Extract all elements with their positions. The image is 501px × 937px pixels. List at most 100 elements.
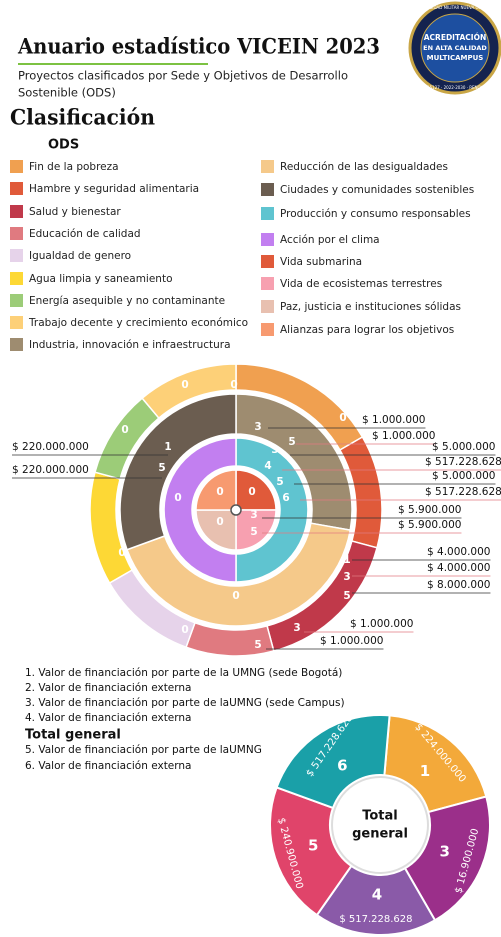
wheel-label: 5 [276,476,283,488]
legend-label: Acción por el clima [280,234,380,246]
legend-label: Paz, justicia e instituciones sólidas [280,301,461,313]
legend-label: Energía asequible y no contaminante [29,295,225,307]
segment-value: $ 517.228.628 [339,914,412,925]
legend-swatch [261,233,274,246]
wheel-label: 0 [121,424,128,436]
wheel-label: 0 [230,379,237,391]
legend-label: Salud y bienestar [29,206,121,218]
wheel-segment [235,437,309,583]
total-segment [383,714,488,814]
legend-swatch [10,294,23,307]
wheel-label: 5 [254,639,261,651]
legend-label: Alianzas para lograr los objetivos [280,324,454,336]
section-title: Clasificación [10,105,155,130]
wheel-segment [163,437,237,583]
wheel-label: 1 [343,554,350,566]
total-center [331,776,429,874]
wheel-label: 0 [339,412,346,424]
wheel-label: 5 [288,436,295,448]
badge-top: UNIVERSIDAD MILITAR NUEVA GRANADA [415,5,496,10]
legend-swatch [10,338,23,351]
note: 2. Valor de financiación externa [25,682,192,694]
wheel-center [230,504,242,516]
wheel-segment [119,393,237,551]
legend-label: Trabajo decente y crecimiento económico [28,317,248,329]
section-subtitle: ODS [48,138,79,153]
center-label: general [352,827,408,842]
legend-swatch [10,316,23,329]
callout-label: $ 1.000.000 [372,430,435,442]
segment-number: 3 [439,842,449,860]
legend-swatch [10,160,23,173]
badge: UNIVERSIDAD MILITAR NUEVA GRANADA ACREDI… [408,1,501,95]
badge-bottom: RES. 015127 · 2022-2030 · RENOVACIÓN [414,85,496,90]
wheel-label: 0 [248,486,255,498]
wheel-label: 0 [181,379,188,391]
legend-swatch [10,272,23,285]
wheel-segment [126,522,352,627]
wheel-label: 5 [343,590,350,602]
total-segment [275,714,391,810]
legend-swatch [261,277,274,290]
legend-label: Vida de ecosistemas terrestres [280,278,442,290]
wheel-segment [235,469,277,511]
callout-label: $ 517.228.628 [425,456,501,468]
notes: 1. Valor de financiación por parte de la… [25,667,345,772]
callout-label: $ 1.000.000 [362,414,425,426]
total-heading: Total general [25,728,121,743]
center-label: Total [362,809,398,824]
wheel-label: 0 [174,492,181,504]
legend-label: Agua limpia y saneamiento [29,273,173,285]
title: Anuario estadístico VICEIN 2023 [17,34,380,59]
wheel-label: 4 [264,460,271,472]
legend-label: Ciudades y comunidades sostenibles [280,184,474,196]
subtitle: Proyectos clasificados por Sede y Objeti… [18,69,348,83]
segment-number: 1 [420,762,430,780]
legend-swatch [261,323,274,336]
segment-number: 4 [372,885,382,903]
callout-label: $ 220.000.000 [12,441,89,453]
badge-line: ACREDITACIÓN [424,33,487,42]
legend-label: Hambre y seguridad alimentaria [29,183,199,195]
wheel-label: 5 [158,462,165,474]
legend-label: Producción y consumo responsables [280,208,471,220]
wheel-label: 3 [293,622,300,634]
wheel-segment [235,509,277,551]
wheel-label: 3 [250,509,257,521]
legend-label: Educación de calidad [29,228,141,240]
wheel-label: 0 [232,590,239,602]
badge-line: MULTICAMPUS [427,54,484,62]
callout-label: $ 5.000.000 [432,441,495,453]
legend-swatch [10,182,23,195]
total-segment [269,786,353,917]
legend-label: Industria, innovación e infraestructura [29,339,231,351]
wheel-segment [195,469,237,511]
legend-swatch [261,255,274,268]
wheel-label: 3 [271,444,278,456]
callout-label: $ 220.000.000 [12,464,89,476]
note: 4. Valor de financiación externa [25,712,192,724]
wheel-label: 1 [164,441,171,453]
note: 1. Valor de financiación por parte de la… [25,667,342,679]
wheel-label: 0 [181,624,188,636]
wheel-label: 3 [254,421,261,433]
callout-label: $ 1.000.000 [350,618,413,630]
note: 6. Valor de financiación externa [25,760,192,772]
segment-number: 6 [337,756,347,774]
legend-swatch [10,205,23,218]
legend-label: Fin de la pobreza [29,161,119,173]
callout-label: $ 5.900.000 [398,504,461,516]
callout-label: $ 8.000.000 [427,579,490,591]
wheel-segment [195,509,237,551]
callout-label: $ 5.900.000 [398,519,461,531]
total-segment [403,795,491,922]
legend-swatch [261,183,274,196]
wheel-label: 0 [216,516,223,528]
callout-label: $ 517.228.628 [425,486,501,498]
legend-swatch [261,300,274,313]
callout-label: $ 1.000.000 [320,635,383,647]
total-segment [315,864,437,936]
wheel-ring [116,390,356,630]
